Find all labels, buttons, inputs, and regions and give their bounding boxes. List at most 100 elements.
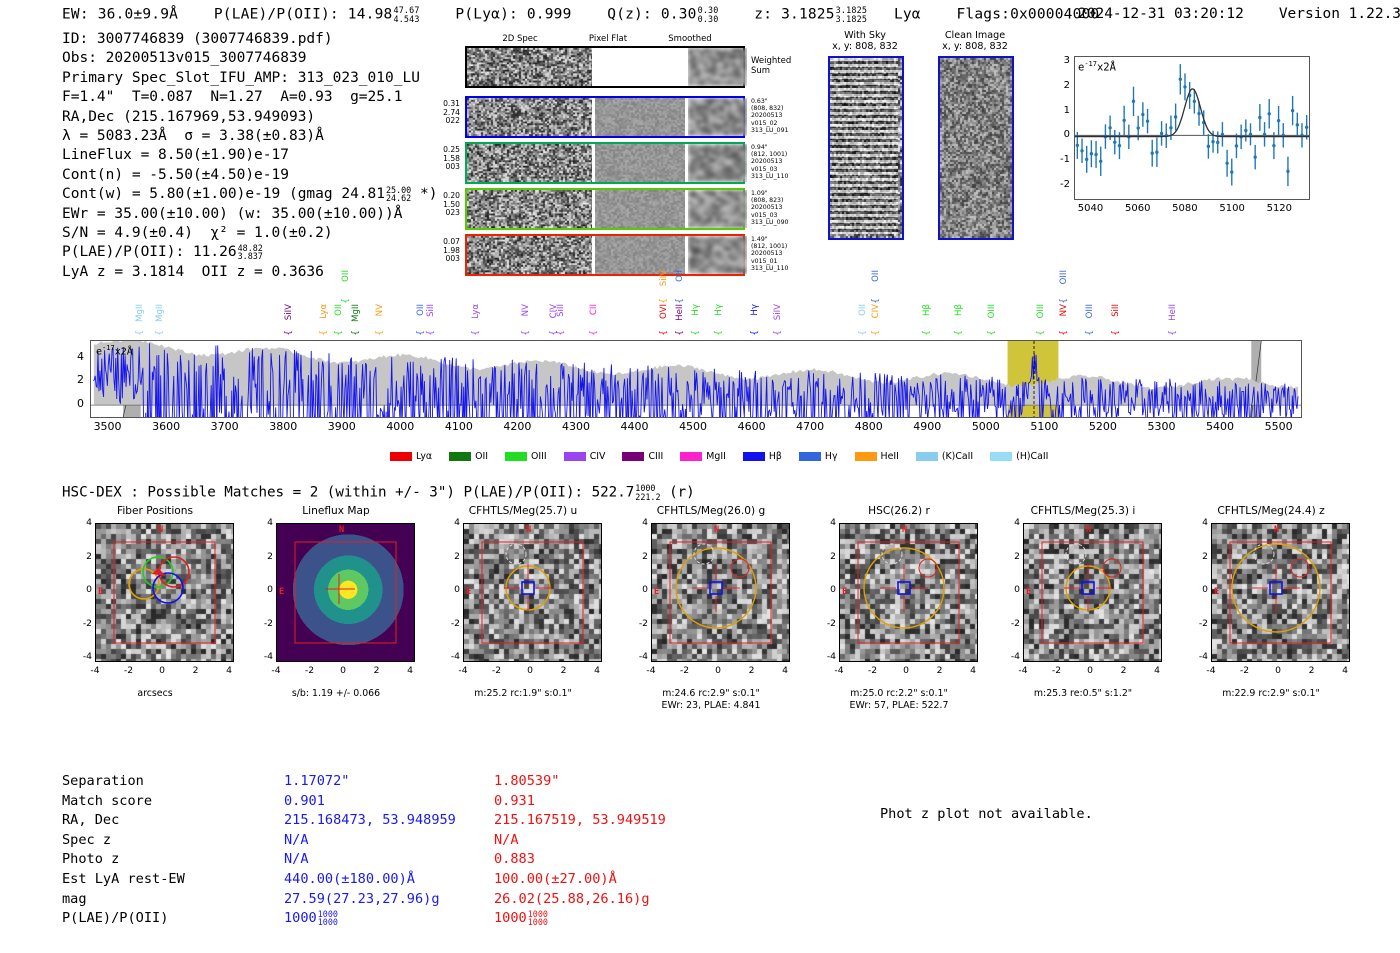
- match-plae-range: 1000 1000: [527, 908, 548, 928]
- emission-line-label: Lyα: [471, 304, 482, 319]
- cutout-xtick: 2: [1120, 665, 1127, 676]
- cutout-xtick: 2: [373, 665, 380, 676]
- spec2d-title-1: Pixel Flat: [588, 34, 628, 44]
- cutout-xtick: 2: [560, 665, 567, 676]
- spec2d-row-metrics: 0.07 1.98 003: [443, 237, 460, 264]
- spec2d-row: [465, 96, 747, 138]
- cutout-ytick: 4: [267, 517, 273, 528]
- cutout-overlay: [857, 541, 960, 644]
- info-plae-poii: P(LAE)/P(OII): 11.2648.82 3.837: [62, 242, 263, 262]
- zoomspec-plot-area: [1074, 56, 1310, 200]
- cutout-image[interactable]: [651, 523, 790, 662]
- match-table-labels: Separation Match score RA, Dec Spec z Photo …: [62, 772, 185, 929]
- legend-label: CIV: [589, 451, 606, 462]
- cutout-image[interactable]: [463, 523, 602, 662]
- compass-east: E: [1214, 587, 1220, 597]
- spec2d-cell: [595, 190, 685, 228]
- emission-line-label: HeII: [1168, 304, 1179, 321]
- cutout-title: Fiber Positions: [117, 505, 193, 517]
- cutout-caption: s/b: 1.19 +/- 0.066: [243, 688, 429, 700]
- cutout-ytick: 2: [830, 550, 836, 562]
- emission-line-bracket: {: [658, 298, 669, 304]
- cutout-ytick: -4: [82, 651, 92, 662]
- spec2d-row-info: 0.94" (812, 1001) 20200513 v015_03 313_LU_11…: [751, 144, 789, 180]
- legend-label: HeII: [880, 451, 899, 462]
- match-table-cell: 1.17072": [284, 773, 350, 789]
- emission-line-bracket: {: [1168, 330, 1179, 336]
- info-cont-n: Cont(n) = -5.50(±4.50)e-19: [62, 166, 289, 183]
- sky-cutout-title: With Sky x, y: 808, 832: [810, 30, 920, 52]
- zoomspec-flux-units: e-17x2Å: [1078, 60, 1116, 74]
- legend-item: Hγ: [798, 451, 838, 462]
- cutout-xtick: 2: [748, 665, 755, 676]
- cutout-caption: m:25.2 rc:1.9" s:0.1": [430, 688, 616, 700]
- cutout-image[interactable]: [276, 523, 415, 662]
- emission-line-label: OIII: [1036, 304, 1047, 319]
- zoomspec-xtick: 5040: [1077, 203, 1104, 214]
- cutout-caption-line: m:24.6 rc:2.9" s:0.1": [662, 688, 760, 699]
- spec2d-cell: [595, 144, 685, 182]
- cutout-ytick: -2: [638, 617, 648, 629]
- cutout-caption-line: arcsecs: [137, 688, 173, 699]
- cutout-xtick: 0: [715, 665, 721, 676]
- cutout-caption-line: s/b: 1.19 +/- 0.066: [291, 688, 381, 699]
- emission-line-bracket: {: [691, 330, 701, 336]
- match-table-row-label: Separation: [62, 773, 144, 789]
- zoomspec-xtick: 5120: [1266, 203, 1293, 214]
- header-plae-poii: P(LAE)/P(OII): 14.98: [213, 6, 393, 23]
- match-table-cell: 0.883: [494, 851, 535, 868]
- legend-item: CIII: [622, 451, 663, 462]
- legend-item: CIV: [563, 451, 606, 462]
- match-table-row-label: Est LyA rest-EW: [62, 870, 185, 887]
- emission-line-bracket: {: [471, 330, 482, 336]
- cutout-image[interactable]: [1211, 523, 1350, 662]
- spec2d-cell: [467, 48, 592, 86]
- cutout-ytick: -2: [82, 617, 92, 629]
- fullspec-xtick: 3800: [269, 420, 298, 433]
- header-qz: Q(z): 0.30: [607, 6, 697, 23]
- sky-cutout-title: Clean Image x, y: 808, 832: [920, 30, 1030, 52]
- header-flags: Flags:0x00004000: [956, 6, 1100, 23]
- legend-item: HeII: [854, 451, 899, 462]
- sky-cutout-stripe-overlay: [830, 58, 898, 234]
- legend-label: Hγ: [824, 451, 838, 462]
- cutout-xtick: -2: [1239, 665, 1250, 676]
- cutout-image[interactable]: [95, 523, 234, 662]
- zoomed-line-spectrum-plot: e-17x2Å 5040 5060 5080 5100 5120 -2 -1 0 1 2 3: [1036, 50, 1312, 226]
- detection-info-block: ID: 3007746839 (3007746839.pdf) Obs: 202…: [62, 30, 437, 282]
- spec2d-row: [465, 234, 747, 276]
- spec2d-row-metrics: 0.20 1.50 023: [443, 191, 460, 218]
- info-redshifts: LyA z = 3.1814 OII z = 0.3636: [62, 263, 324, 280]
- emission-line-label: OII: [333, 304, 344, 316]
- fullspec-xtick: 5000: [971, 420, 1000, 433]
- fullspec-ytick: 4: [77, 349, 84, 363]
- cutout-title: CFHTLS/Meg(26.0) g: [656, 505, 766, 517]
- spec2d-row-metrics: 0.25 1.58 003: [443, 145, 460, 172]
- cutout-overlay: [113, 541, 216, 644]
- match-table-cell: 215.167519, 53.949519: [494, 812, 666, 829]
- cutout-xtick: -4: [458, 665, 468, 676]
- cutout-xtick: -2: [123, 665, 134, 676]
- info-cont-w: Cont(w) = 5.80(±1.00)e-19 (gmag 24.8125.…: [62, 184, 438, 204]
- emission-line-bracket: {: [351, 330, 362, 336]
- cutout-image[interactable]: [1023, 523, 1162, 662]
- match-table-cell: N/A: [494, 831, 519, 848]
- legend-label: OII: [475, 451, 489, 462]
- cutout-ytick: 2: [1202, 550, 1208, 562]
- match-table-match2: 1.80539" 0.931 215.167519, 53.949519 N/A 0.8…: [494, 772, 666, 929]
- legend-label: (K)CaII: [941, 451, 974, 462]
- sky-cutout-name: With Sky: [844, 30, 886, 41]
- emission-line-bracket: {: [714, 330, 725, 336]
- legend-swatch: [622, 452, 645, 461]
- cutout-overlay: [294, 541, 397, 644]
- spec2d-cell: [595, 98, 685, 136]
- emission-line-label: CIV: [870, 304, 881, 319]
- cutout-title: CFHTLS/Meg(25.7) u: [468, 505, 578, 517]
- emission-line-label: MgII: [134, 304, 145, 322]
- info-snr-chi2: S/N = 4.9(±0.4) χ² = 1.0(±0.2): [62, 225, 333, 242]
- fullspec-xtick: 3600: [152, 420, 181, 433]
- fullspec-xtick: 4200: [503, 420, 532, 433]
- legend-item: Hβ: [742, 451, 782, 462]
- legend-item: OII: [449, 451, 488, 462]
- cutout-image[interactable]: [839, 523, 978, 662]
